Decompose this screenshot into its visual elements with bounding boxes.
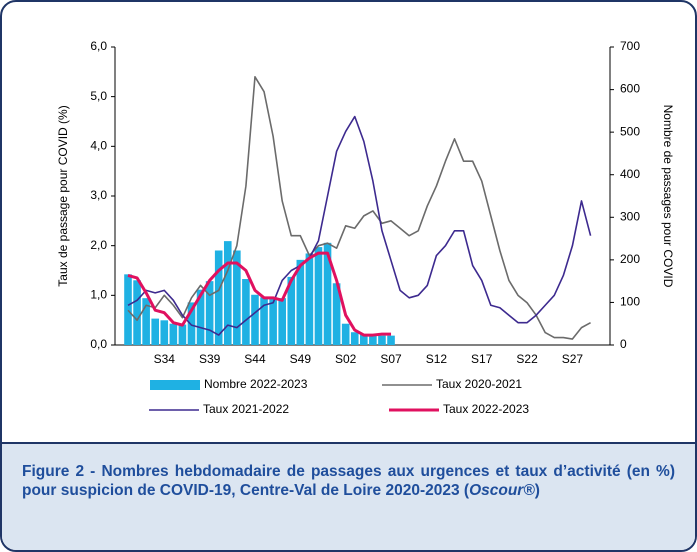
y2-tick-label: 600 [620, 82, 640, 96]
x-tick-label: S12 [426, 352, 448, 366]
x-tick-label: S22 [516, 352, 538, 366]
y2-tick-label: 0 [620, 337, 627, 351]
legend-label: Nombre 2022-2023 [204, 377, 308, 391]
bar [196, 289, 205, 345]
bar [369, 335, 377, 345]
y-axis-title: Taux de passage pour COVID (%) [56, 105, 70, 286]
bar [269, 297, 277, 345]
y-tick-label: 0,0 [90, 337, 107, 351]
y2-tick-label: 200 [620, 252, 640, 266]
bar [233, 250, 241, 345]
x-tick-label: S17 [471, 352, 493, 366]
bar [187, 302, 196, 345]
bar [124, 274, 132, 345]
bar [242, 279, 250, 345]
legend-swatch [150, 380, 200, 390]
x-tick-label: S39 [199, 352, 221, 366]
bar [205, 281, 214, 345]
y-tick-label: 4,0 [90, 139, 107, 153]
bar [332, 283, 341, 345]
y-tick-label: 2,0 [90, 238, 107, 252]
y2-tick-label: 100 [620, 295, 640, 309]
bar [350, 332, 359, 345]
y-tick-label: 1,0 [90, 288, 107, 302]
x-tick-label: S27 [562, 352, 584, 366]
bar [314, 247, 323, 345]
bar [151, 318, 160, 345]
x-tick-label: S34 [154, 352, 176, 366]
y2-tick-label: 300 [620, 209, 640, 223]
bar [142, 298, 150, 345]
bar [378, 335, 386, 345]
bar [387, 335, 395, 345]
bar [260, 297, 268, 345]
caption-source: Oscour® [469, 482, 535, 499]
line [127, 115, 592, 336]
caption: Figure 2 - Nombres hebdomadaire de passa… [2, 442, 695, 550]
line [127, 251, 392, 337]
bar [133, 280, 141, 345]
bar [169, 323, 178, 345]
y2-tick-label: 700 [620, 39, 640, 53]
bar [360, 334, 368, 345]
bar [251, 294, 259, 345]
chart: Taux de passage pour COVID (%) Nombre de… [56, 39, 675, 416]
bar [160, 320, 169, 345]
y2-tick-label: 500 [620, 124, 640, 138]
y2-axis-title: Nombre de passages pour COVID [661, 105, 675, 288]
y-tick-label: 6,0 [90, 39, 107, 53]
bar [323, 242, 332, 345]
x-tick-label: S44 [244, 352, 266, 366]
bar [296, 259, 305, 345]
y-tick-label: 3,0 [90, 188, 107, 202]
bar [305, 253, 314, 345]
x-tick-label: S49 [290, 352, 312, 366]
bar [341, 323, 350, 345]
legend-label: Taux 2022-2023 [443, 402, 529, 416]
x-tick-label: S07 [380, 352, 402, 366]
bar [287, 276, 296, 345]
y-tick-label: 5,0 [90, 89, 107, 103]
bar [278, 298, 286, 345]
legend-label: Taux 2021-2022 [203, 402, 289, 416]
caption-text: Figure 2 - Nombres hebdomadaire de passa… [22, 463, 675, 499]
x-tick-label: S02 [335, 352, 357, 366]
bar [223, 241, 232, 345]
bar [178, 324, 187, 345]
bar [214, 250, 223, 345]
y2-tick-label: 400 [620, 167, 640, 181]
legend-label: Taux 2020-2021 [436, 377, 522, 391]
caption-text: ) [534, 482, 540, 499]
